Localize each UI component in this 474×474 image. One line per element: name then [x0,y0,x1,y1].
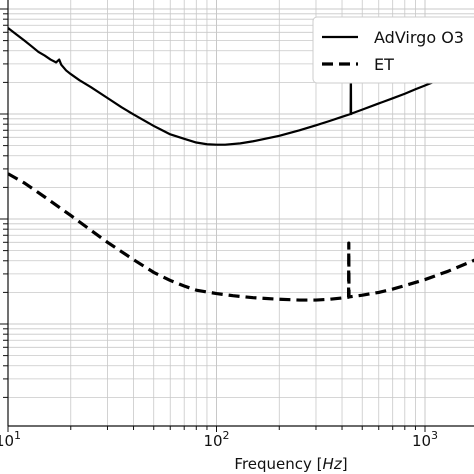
x-tick-label: 101 [0,429,21,450]
x-tick-labels: 101102103 [0,429,438,450]
grid [7,0,474,426]
x-tick-label-exponent: 2 [223,429,230,442]
x-tick-label: 102 [203,429,229,450]
series-line-2 [8,172,474,302]
legend: AdVirgo O3 ET [312,16,474,84]
legend-label-2: ET [374,55,394,74]
x-axis-label-text: Frequency [ [234,455,322,473]
x-axis-label: Frequency [Hz] [234,455,347,473]
legend-box [312,16,474,84]
x-tick-label-exponent: 1 [14,429,21,442]
x-axis-label-bracket: ] [342,455,348,473]
x-tick-label-base: 10 [412,432,431,450]
series-line-1 [8,27,474,146]
axes [0,0,474,432]
series-layer [8,27,474,302]
legend-label-1: AdVirgo O3 [374,28,464,47]
x-axis-label-unit: Hz [323,455,343,473]
x-tick-label-base: 10 [0,432,14,450]
x-tick-label-base: 10 [203,432,222,450]
x-tick-label: 103 [412,429,438,450]
x-tick-label-exponent: 3 [431,429,438,442]
